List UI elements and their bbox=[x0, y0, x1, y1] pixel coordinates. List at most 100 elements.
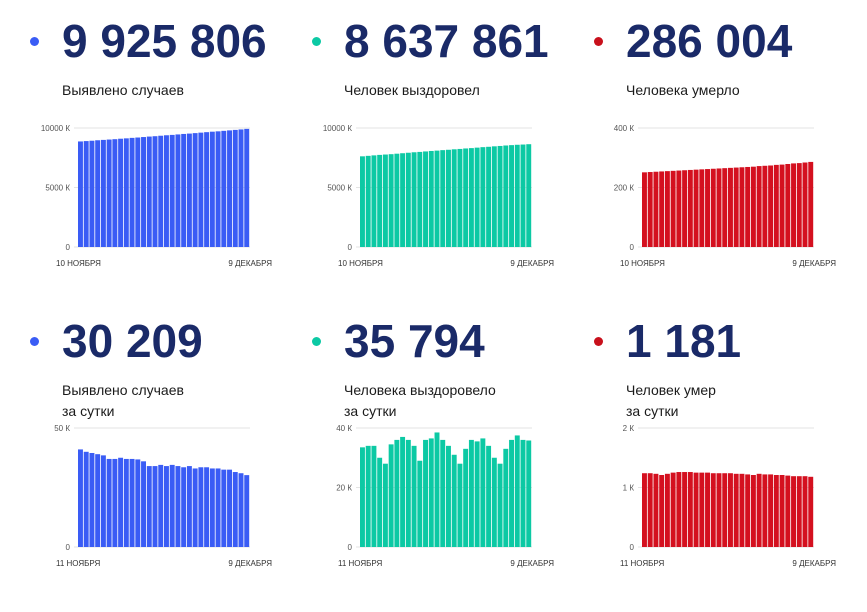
total-deaths-label: Человека умерло bbox=[626, 80, 740, 101]
bar bbox=[411, 445, 417, 547]
bar bbox=[186, 133, 192, 247]
bar bbox=[773, 475, 779, 547]
bar bbox=[141, 461, 146, 547]
label-line-1: Человека умерло bbox=[626, 82, 740, 98]
total-recovered-chart: 10000 К 5000 К 0 10 НОЯБРЯ 9 ДЕКАБРЯ bbox=[323, 124, 554, 268]
daily-recovered-label: Человека выздоровело за сутки bbox=[344, 380, 496, 422]
bar bbox=[693, 472, 699, 547]
x-start-label: 11 НОЯБРЯ bbox=[338, 559, 383, 568]
bar bbox=[653, 171, 659, 247]
series-dot-icon bbox=[594, 337, 603, 346]
bar bbox=[474, 441, 480, 547]
bar bbox=[480, 438, 486, 547]
bar bbox=[244, 475, 250, 547]
bar bbox=[710, 168, 716, 247]
bar bbox=[135, 459, 141, 547]
bar bbox=[382, 154, 388, 247]
x-end-label: 9 ДЕКАБРЯ bbox=[792, 559, 836, 568]
bar bbox=[750, 475, 756, 547]
y-tick-label: 40 К bbox=[336, 424, 352, 433]
panel-daily-recovered: 35 794 Человека выздоровело за сутки 40 … bbox=[282, 300, 562, 590]
total-recovered-label: Человек выздоровел bbox=[344, 80, 480, 101]
bar bbox=[514, 144, 520, 247]
bar bbox=[682, 472, 688, 547]
bar bbox=[434, 432, 440, 547]
bar bbox=[89, 452, 95, 547]
label-line-2: за сутки bbox=[62, 403, 115, 419]
daily-deaths-value: 1 181 bbox=[626, 315, 742, 367]
bar bbox=[480, 147, 486, 247]
y-tick-label: 20 К bbox=[336, 484, 352, 493]
bar bbox=[118, 457, 124, 547]
label-line-1: Человека выздоровело bbox=[344, 382, 496, 398]
bar bbox=[705, 472, 710, 547]
bar bbox=[209, 131, 215, 247]
bar bbox=[146, 466, 152, 547]
bar bbox=[411, 152, 417, 247]
bar bbox=[394, 439, 400, 547]
bar bbox=[428, 438, 434, 547]
bar bbox=[78, 449, 83, 547]
daily-cases-chart: 50 К 0 11 НОЯБРЯ 9 ДЕКАБРЯ bbox=[54, 424, 272, 568]
daily-recovered-value: 35 794 bbox=[344, 315, 485, 367]
bar bbox=[129, 137, 135, 247]
label-line-1: Человек умер bbox=[626, 382, 716, 398]
bar bbox=[716, 473, 722, 547]
x-end-label: 9 ДЕКАБРЯ bbox=[792, 259, 836, 268]
bar bbox=[745, 474, 751, 547]
bar bbox=[520, 144, 526, 247]
bar bbox=[232, 129, 238, 247]
bar bbox=[106, 139, 112, 247]
bar bbox=[710, 473, 716, 547]
bar bbox=[728, 473, 733, 547]
x-end-label: 9 ДЕКАБРЯ bbox=[510, 559, 554, 568]
bar bbox=[227, 130, 232, 247]
bar bbox=[796, 163, 802, 247]
bar bbox=[158, 464, 164, 547]
bar bbox=[440, 439, 446, 547]
y-tick-label: 0 bbox=[66, 243, 71, 252]
bar bbox=[756, 473, 762, 547]
bar bbox=[509, 439, 514, 547]
y-tick-label: 0 bbox=[348, 243, 353, 252]
label-line-1: Выявлено случаев bbox=[62, 382, 184, 398]
bar bbox=[520, 439, 526, 547]
series-dot-icon bbox=[30, 337, 39, 346]
bar bbox=[181, 133, 187, 247]
daily-deaths-chart: 2 К 1 К 0 11 НОЯБРЯ 9 ДЕКАБРЯ bbox=[620, 424, 836, 568]
y-tick-label: 10000 К bbox=[41, 124, 70, 133]
bar bbox=[232, 472, 238, 547]
total-cases-chart: 10000 К 5000 К 0 10 НОЯБРЯ 9 ДЕКАБРЯ bbox=[41, 124, 272, 268]
bar bbox=[158, 135, 164, 247]
bar bbox=[152, 136, 158, 247]
bar bbox=[152, 466, 158, 547]
bar bbox=[699, 169, 705, 247]
daily-cases-label: Выявлено случаев за сутки bbox=[62, 380, 184, 422]
bar bbox=[100, 455, 106, 547]
bar bbox=[791, 476, 796, 547]
bar bbox=[360, 447, 365, 547]
bar bbox=[497, 463, 503, 547]
bar bbox=[739, 473, 745, 547]
bar bbox=[141, 137, 146, 247]
bar bbox=[491, 146, 497, 247]
bar bbox=[796, 476, 802, 547]
bar bbox=[659, 475, 665, 547]
bar bbox=[503, 145, 509, 247]
bar bbox=[526, 440, 532, 547]
bar bbox=[175, 466, 181, 547]
series-dot-icon bbox=[594, 37, 603, 46]
bar bbox=[802, 162, 808, 247]
bar bbox=[112, 458, 118, 547]
y-tick-label: 10000 К bbox=[323, 124, 352, 133]
bar bbox=[169, 464, 175, 547]
y-tick-label: 0 bbox=[630, 543, 635, 552]
bar bbox=[716, 168, 722, 247]
bar bbox=[664, 473, 670, 547]
y-tick-label: 0 bbox=[66, 543, 71, 552]
bar bbox=[670, 472, 676, 547]
bar bbox=[112, 139, 118, 247]
bar bbox=[647, 473, 653, 547]
x-start-label: 11 НОЯБРЯ bbox=[620, 559, 665, 568]
bar bbox=[198, 467, 204, 547]
